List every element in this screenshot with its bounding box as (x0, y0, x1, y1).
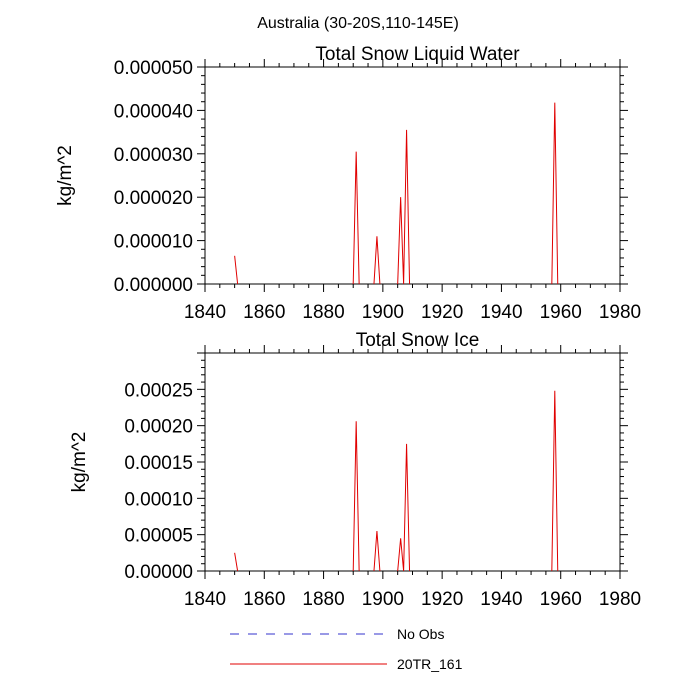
y-tick-label-liquid-water: 0.000030 (114, 145, 193, 166)
x-tick-label-liquid-water: 1960 (540, 302, 582, 323)
chart-title-liquid-water: Total Snow Liquid Water (315, 44, 520, 65)
y-tick-label-snow-ice: 0.00020 (124, 417, 193, 438)
series-line-20tr-161-liquid-water-2 (373, 236, 381, 285)
y-axis-label-snow-ice: kg/m^2 (69, 432, 90, 493)
series-line-20tr-161-liquid-water-1 (352, 151, 360, 285)
y-tick-label-snow-ice: 0.00025 (124, 380, 193, 401)
chart-snow-ice: Total Snow Ice kg/m^2 1840 1860 1880 1900 1920… (69, 330, 641, 610)
x-tick-label-snow-ice: 1880 (302, 589, 344, 610)
y-tick-label-liquid-water: 0.000050 (114, 58, 193, 79)
plot-frame-liquid-water (204, 66, 621, 285)
x-tick-label-liquid-water: 1920 (421, 302, 463, 323)
legend-label-20tr-161: 20TR_161 (397, 656, 463, 672)
chart-liquid-water: Total Snow Liquid Water kg/m^2 1840 1860 188… (55, 44, 641, 323)
series-line-20tr-161-liquid-water-0 (234, 255, 239, 285)
series-line-20tr-161-snow-ice-1 (352, 421, 360, 572)
y-axis-label-liquid-water: kg/m^2 (55, 145, 76, 206)
y-tick-label-liquid-water: 0.000000 (114, 275, 193, 296)
y-tick-label-snow-ice: 0.00010 (124, 489, 193, 510)
series-line-20tr-161-snow-ice-3 (397, 443, 411, 572)
x-tick-label-snow-ice: 1940 (480, 589, 522, 610)
series-line-20tr-161-snow-ice-4 (551, 390, 559, 572)
x-tick-label-liquid-water: 1980 (599, 302, 641, 323)
x-tick-label-snow-ice: 1920 (421, 589, 463, 610)
x-tick-label-snow-ice: 1960 (540, 589, 582, 610)
x-tick-label-liquid-water: 1900 (362, 302, 404, 323)
x-tick-label-snow-ice: 1840 (184, 589, 226, 610)
chart-title-snow-ice: Total Snow Ice (356, 330, 480, 351)
x-tick-label-liquid-water: 1940 (480, 302, 522, 323)
plot-frame-snow-ice (204, 352, 621, 572)
series-line-20tr-161-snow-ice-2 (373, 530, 381, 572)
x-tick-label-snow-ice: 1900 (362, 589, 404, 610)
y-tick-label-liquid-water: 0.000040 (114, 101, 193, 122)
series-line-20tr-161-snow-ice-0 (234, 552, 239, 572)
series-line-20tr-161-liquid-water-4 (551, 102, 559, 285)
y-tick-label-snow-ice: 0.00000 (124, 562, 193, 583)
y-tick-label-snow-ice: 0.00005 (124, 526, 193, 547)
x-tick-label-liquid-water: 1840 (184, 302, 226, 323)
figure-suptitle: Australia (30-20S,110-145E) (257, 15, 459, 32)
series-line-20tr-161-liquid-water-3 (397, 129, 411, 285)
x-tick-label-snow-ice: 1980 (599, 589, 641, 610)
legend-label-no-obs: No Obs (397, 626, 444, 642)
y-tick-label-liquid-water: 0.000020 (114, 188, 193, 209)
x-tick-label-snow-ice: 1860 (243, 589, 285, 610)
x-tick-label-liquid-water: 1860 (243, 302, 285, 323)
y-tick-label-snow-ice: 0.00015 (124, 453, 193, 474)
x-tick-label-liquid-water: 1880 (302, 302, 344, 323)
y-tick-label-liquid-water: 0.000010 (114, 232, 193, 253)
legend: No Obs 20TR_161 (230, 626, 463, 672)
